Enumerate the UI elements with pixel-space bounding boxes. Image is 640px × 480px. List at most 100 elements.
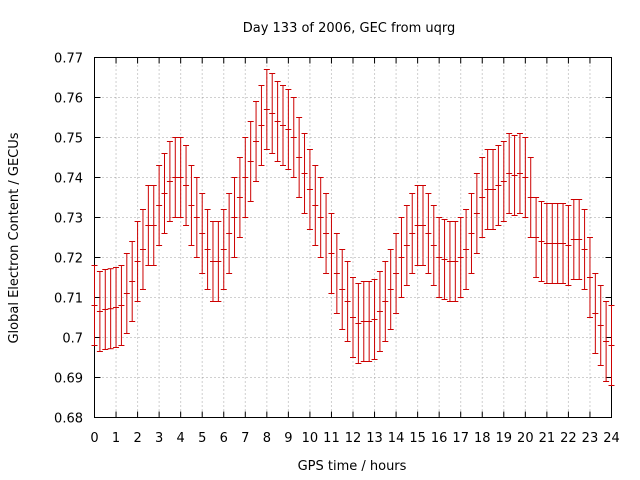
- data-point: [113, 267, 120, 348]
- data-point: [473, 173, 480, 254]
- data-point: [269, 73, 276, 154]
- data-point: [506, 133, 513, 214]
- data-point: [398, 217, 405, 298]
- x-tick-label: 2: [133, 431, 141, 446]
- data-point: [161, 153, 168, 234]
- data-point: [166, 141, 173, 222]
- data-point: [446, 221, 453, 302]
- x-axis-title: GPS time / hours: [298, 459, 407, 474]
- data-point: [560, 203, 567, 284]
- x-tick-label: 7: [241, 431, 249, 446]
- x-tick-label: 17: [452, 431, 469, 446]
- data-point: [306, 149, 313, 230]
- chart-title: Day 133 of 2006, GEC from uqrg: [243, 21, 456, 36]
- data-point: [279, 85, 286, 166]
- data-point: [172, 137, 179, 218]
- data-point: [436, 217, 443, 298]
- data-point: [533, 197, 540, 278]
- x-tick-label: 13: [366, 431, 383, 446]
- x-tick-label: 10: [302, 431, 319, 446]
- data-point: [420, 185, 427, 266]
- data-point: [549, 203, 556, 284]
- data-point: [376, 271, 383, 352]
- x-tick-label: 21: [539, 431, 556, 446]
- data-point: [339, 249, 346, 330]
- data-point: [393, 233, 400, 314]
- x-tick-label: 6: [220, 431, 228, 446]
- data-point: [290, 97, 297, 178]
- data-point: [253, 101, 260, 182]
- x-tick-label: 9: [284, 431, 292, 446]
- data-point: [220, 209, 227, 290]
- data-point: [608, 305, 615, 386]
- data-point: [274, 81, 281, 162]
- data-point: [209, 221, 216, 302]
- data-point: [323, 193, 330, 274]
- data-point: [366, 281, 373, 362]
- data-point: [350, 277, 356, 358]
- x-tick-label: 14: [388, 431, 405, 446]
- data-point: [355, 283, 362, 364]
- data-point: [107, 268, 114, 350]
- y-tick-label: 0.71: [54, 292, 83, 307]
- data-point: [452, 221, 459, 302]
- data-point: [129, 241, 136, 322]
- x-tick-label: 5: [198, 431, 206, 446]
- data-point: [586, 237, 593, 318]
- x-tick-label: 3: [155, 431, 163, 446]
- x-tick-label: 12: [345, 431, 362, 446]
- data-point: [258, 85, 265, 166]
- data-point: [522, 137, 529, 218]
- data-point: [592, 273, 599, 354]
- data-point: [145, 185, 152, 266]
- data-point: [516, 133, 523, 214]
- data-point: [188, 165, 195, 246]
- data-point: [527, 157, 534, 238]
- data-point: [457, 217, 464, 298]
- data-point: [193, 177, 200, 258]
- data-point: [139, 209, 146, 290]
- data-point: [371, 279, 378, 360]
- x-tick-label: 1: [112, 431, 120, 446]
- x-tick-label: 24: [603, 431, 620, 446]
- y-tick-label: 0.73: [54, 212, 83, 227]
- data-point: [425, 193, 432, 274]
- data-point: [215, 221, 222, 302]
- data-point: [177, 137, 184, 218]
- data-point: [597, 285, 604, 366]
- data-point: [242, 137, 249, 218]
- x-tick-label: 0: [90, 431, 98, 446]
- y-axis-title: Global Electron Content / GECUs: [7, 132, 22, 343]
- y-tick-label: 0.74: [54, 172, 83, 187]
- data-point: [576, 199, 583, 280]
- data-point: [570, 199, 577, 280]
- data-point: [479, 157, 486, 238]
- data-point: [387, 249, 394, 330]
- data-point: [360, 281, 367, 362]
- data-point: [231, 177, 238, 258]
- data-point: [468, 193, 475, 274]
- data-point: [199, 193, 206, 274]
- data-point: [247, 121, 254, 202]
- x-tick-label: 15: [409, 431, 426, 446]
- data-point: [333, 233, 340, 314]
- data-point: [312, 165, 319, 246]
- axis-ticks: [94, 57, 612, 418]
- data-point: [123, 253, 130, 334]
- data-point: [301, 133, 308, 214]
- data-point: [490, 149, 497, 230]
- x-tick-label: 4: [177, 431, 185, 446]
- y-tick-label: 0.7: [62, 332, 83, 347]
- data-point: [102, 269, 109, 350]
- data-point: [403, 205, 410, 286]
- y-tick-label: 0.77: [54, 52, 83, 67]
- data-point: [382, 261, 389, 342]
- x-tick-label: 8: [263, 431, 271, 446]
- data-point: [484, 149, 491, 230]
- x-tick-label: 22: [560, 431, 577, 446]
- x-tick-label: 20: [517, 431, 534, 446]
- data-point: [296, 117, 303, 198]
- data-point: [226, 193, 233, 274]
- data-point: [565, 205, 572, 286]
- y-tick-label: 0.76: [54, 92, 83, 107]
